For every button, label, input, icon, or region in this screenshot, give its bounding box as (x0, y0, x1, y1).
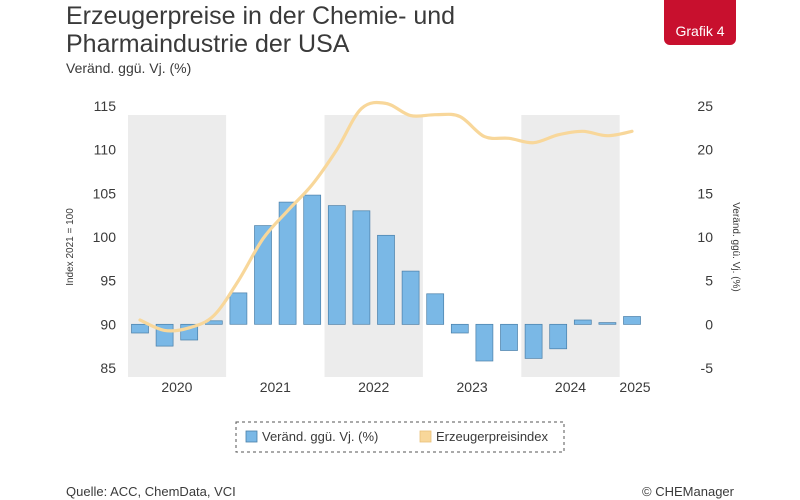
right-tick-label: 25 (697, 98, 713, 114)
right-tick-label: 10 (697, 229, 713, 245)
right-tick-label: 0 (705, 316, 713, 332)
right-tick-label: 15 (697, 185, 713, 201)
left-tick-label: 110 (94, 142, 117, 158)
right-tick-label: 5 (705, 273, 713, 289)
chart-title-line1: Erzeugerpreise in der Chemie- und (66, 2, 456, 30)
left-axis-title: Index 2021 = 100 (65, 208, 76, 286)
bar-mark (524, 323, 543, 359)
bar-mark (549, 323, 568, 350)
left-tick-label: 115 (94, 98, 117, 114)
line-series-layer (138, 100, 634, 333)
bar-mark (450, 323, 469, 334)
bar-series (131, 194, 641, 362)
legend-label-bar: Veränd. ggü. Vj. (%) (262, 429, 378, 444)
bar-mark (327, 205, 346, 325)
legend-swatch-bar (245, 430, 258, 443)
bar-mark (377, 234, 395, 325)
left-tick-label: 105 (93, 185, 117, 201)
year-band (128, 115, 227, 377)
bar-mark (254, 225, 272, 325)
left-tick-label: 85 (100, 360, 116, 376)
x-year-label: 2022 (358, 379, 389, 395)
x-year-label: 2021 (260, 379, 291, 395)
bar-mark (500, 323, 518, 351)
right-axis-title: Veränd. ggü. Vj. (%) (730, 202, 741, 292)
left-axis-ticks: 85 90 95 100 105 110 115 (93, 98, 117, 376)
x-axis-year-labels: 2020 2021 2022 2023 2024 2025 (161, 379, 650, 395)
left-tick-label: 100 (93, 229, 117, 245)
chart-title-line2: Pharmaindustrie der USA (66, 30, 350, 58)
bar-mark (303, 194, 322, 325)
bar-mark (426, 293, 445, 325)
year-bands (128, 115, 620, 377)
x-year-label: 2024 (555, 379, 586, 395)
bar-mark (352, 210, 371, 325)
right-tick-label: 20 (697, 142, 713, 158)
left-tick-label: 95 (100, 273, 116, 289)
right-axis-ticks: -5 0 5 10 15 20 25 (697, 98, 713, 376)
chart-subtitle: Veränd. ggü. Vj. (%) (66, 60, 192, 76)
x-year-label: 2023 (457, 379, 488, 395)
left-tick-label: 90 (100, 316, 116, 332)
bar-mark (401, 270, 420, 325)
source-note: Quelle: ACC, ChemData, VCI (66, 484, 236, 499)
x-year-label: 2020 (161, 379, 192, 395)
line-series-erzeugerpreisindex (138, 100, 634, 333)
legend-box (235, 421, 565, 453)
bar-mark (131, 323, 149, 334)
bar-mark (623, 316, 641, 325)
bar-mark (598, 322, 617, 325)
x-year-label: 2025 (619, 379, 650, 395)
legend-swatch-line (419, 430, 432, 443)
legend-label-line: Erzeugerpreisindex (436, 429, 549, 444)
legend: Veränd. ggü. Vj. (%) Erzeugerpreisindex (235, 421, 565, 453)
copyright-note: © CHEManager (642, 484, 734, 499)
bar-mark (229, 292, 248, 325)
chart-title: Erzeugerpreise in der Chemie- und Pharma… (66, 2, 455, 58)
right-tick-label: -5 (701, 360, 714, 376)
bar-mark (278, 201, 297, 325)
bar-mark (573, 319, 592, 325)
figure-badge: Grafik 4 (664, 0, 736, 45)
bar-mark (475, 323, 494, 362)
